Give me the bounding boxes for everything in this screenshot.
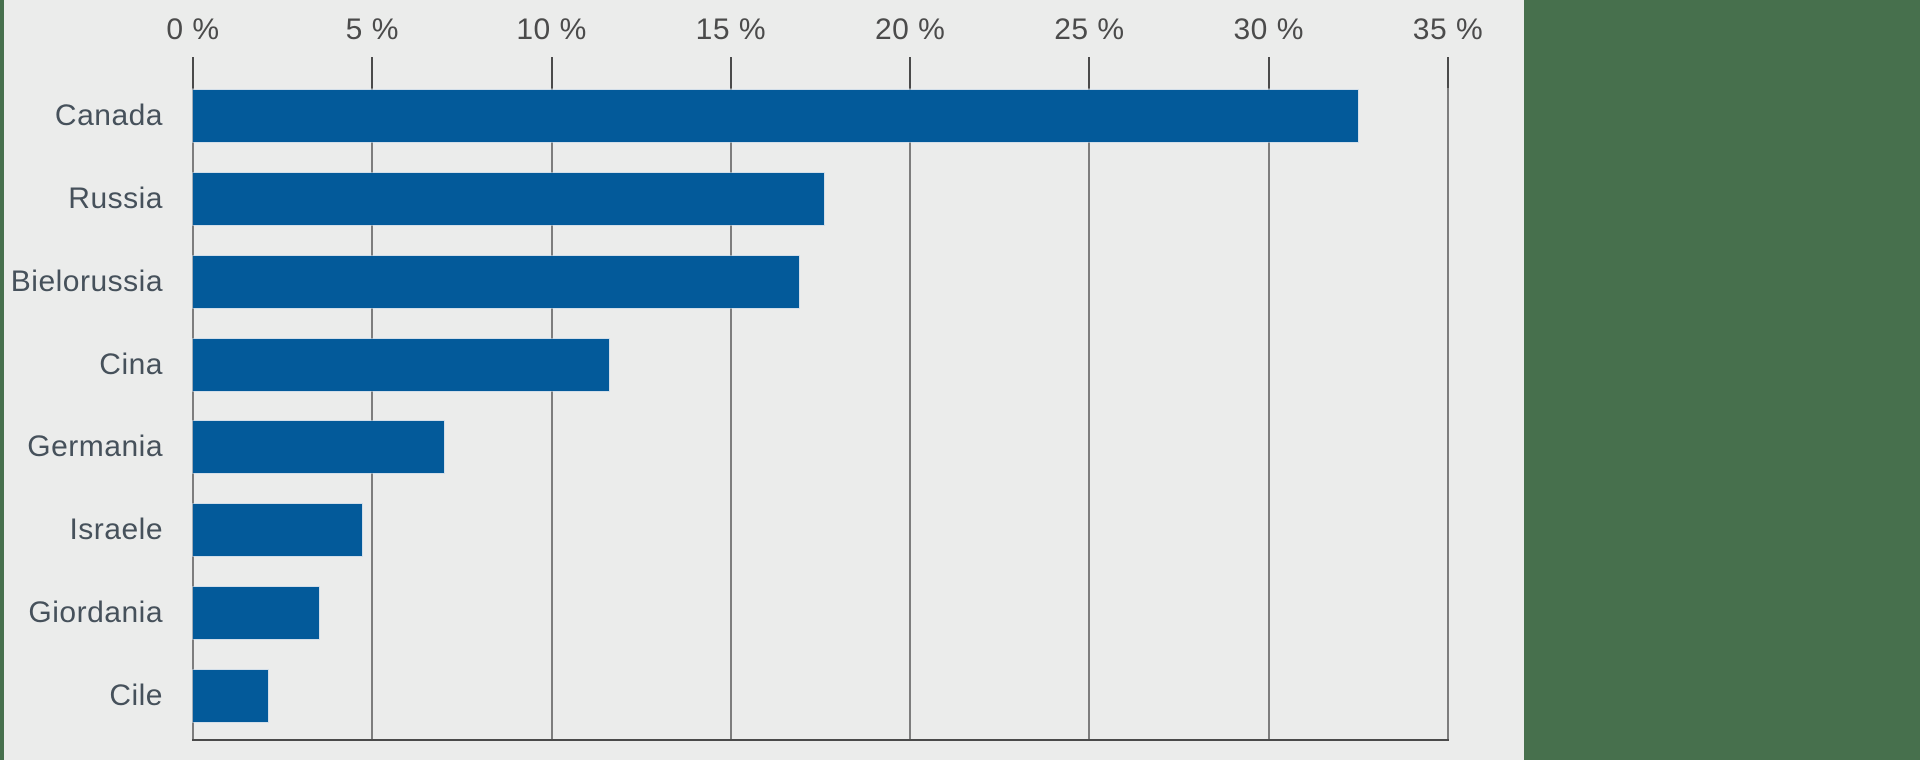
tick-mark-10 — [550, 57, 553, 88]
tick-label-25: 25 % — [1054, 13, 1125, 46]
bar-chart: 0 % 5 % 10 % 15 % 20 % 25 % 30 % 35 % Canada Russ… — [10, 13, 1484, 741]
tick-mark-25 — [1088, 57, 1091, 88]
tick-label-35: 35 % — [1412, 13, 1484, 46]
category-label-bielorussia: Bielorussia — [10, 265, 163, 298]
gridline-35 — [1447, 57, 1449, 739]
category-label-russia: Russia — [68, 182, 163, 215]
tick-mark-30 — [1267, 57, 1270, 88]
left-green-edge — [0, 0, 4, 760]
tick-label-5: 5 % — [345, 13, 399, 46]
tick-mark-20 — [909, 57, 912, 88]
bar-russia — [193, 173, 825, 225]
x-axis-bottom-line — [192, 739, 1449, 741]
right-green-panel — [1524, 0, 1920, 760]
bar-cile — [193, 670, 269, 722]
category-label-israele: Israele — [69, 513, 163, 546]
gridline-5 — [371, 57, 374, 739]
category-label-cina: Cina — [99, 348, 163, 381]
category-label-germania: Germania — [27, 430, 163, 463]
bar-germania — [193, 421, 444, 473]
bar-israele — [193, 504, 362, 556]
gridline-20 — [909, 57, 912, 739]
bar-cina — [193, 339, 609, 391]
gridline-30 — [1267, 57, 1270, 739]
category-label-cile: Cile — [109, 679, 163, 712]
gridline-25 — [1088, 57, 1091, 739]
tick-mark-15 — [729, 57, 732, 88]
category-label-giordania: Giordania — [28, 596, 163, 629]
tick-mark-35 — [1447, 57, 1449, 88]
tick-label-30: 30 % — [1233, 13, 1304, 46]
tick-mark-5 — [371, 57, 374, 88]
tick-label-20: 20 % — [874, 13, 946, 46]
bar-canada — [193, 90, 1359, 142]
bar-giordania — [193, 587, 319, 639]
tick-label-15: 15 % — [695, 13, 767, 46]
category-label-canada: Canada — [54, 99, 163, 132]
tick-label-0: 0 % — [166, 13, 220, 46]
gridline-10 — [550, 57, 553, 739]
gridline-15 — [729, 57, 732, 739]
tick-label-10: 10 % — [516, 13, 587, 46]
gridline-0 — [192, 57, 194, 739]
tick-mark-0 — [192, 57, 194, 88]
bar-bielorussia — [193, 256, 799, 308]
